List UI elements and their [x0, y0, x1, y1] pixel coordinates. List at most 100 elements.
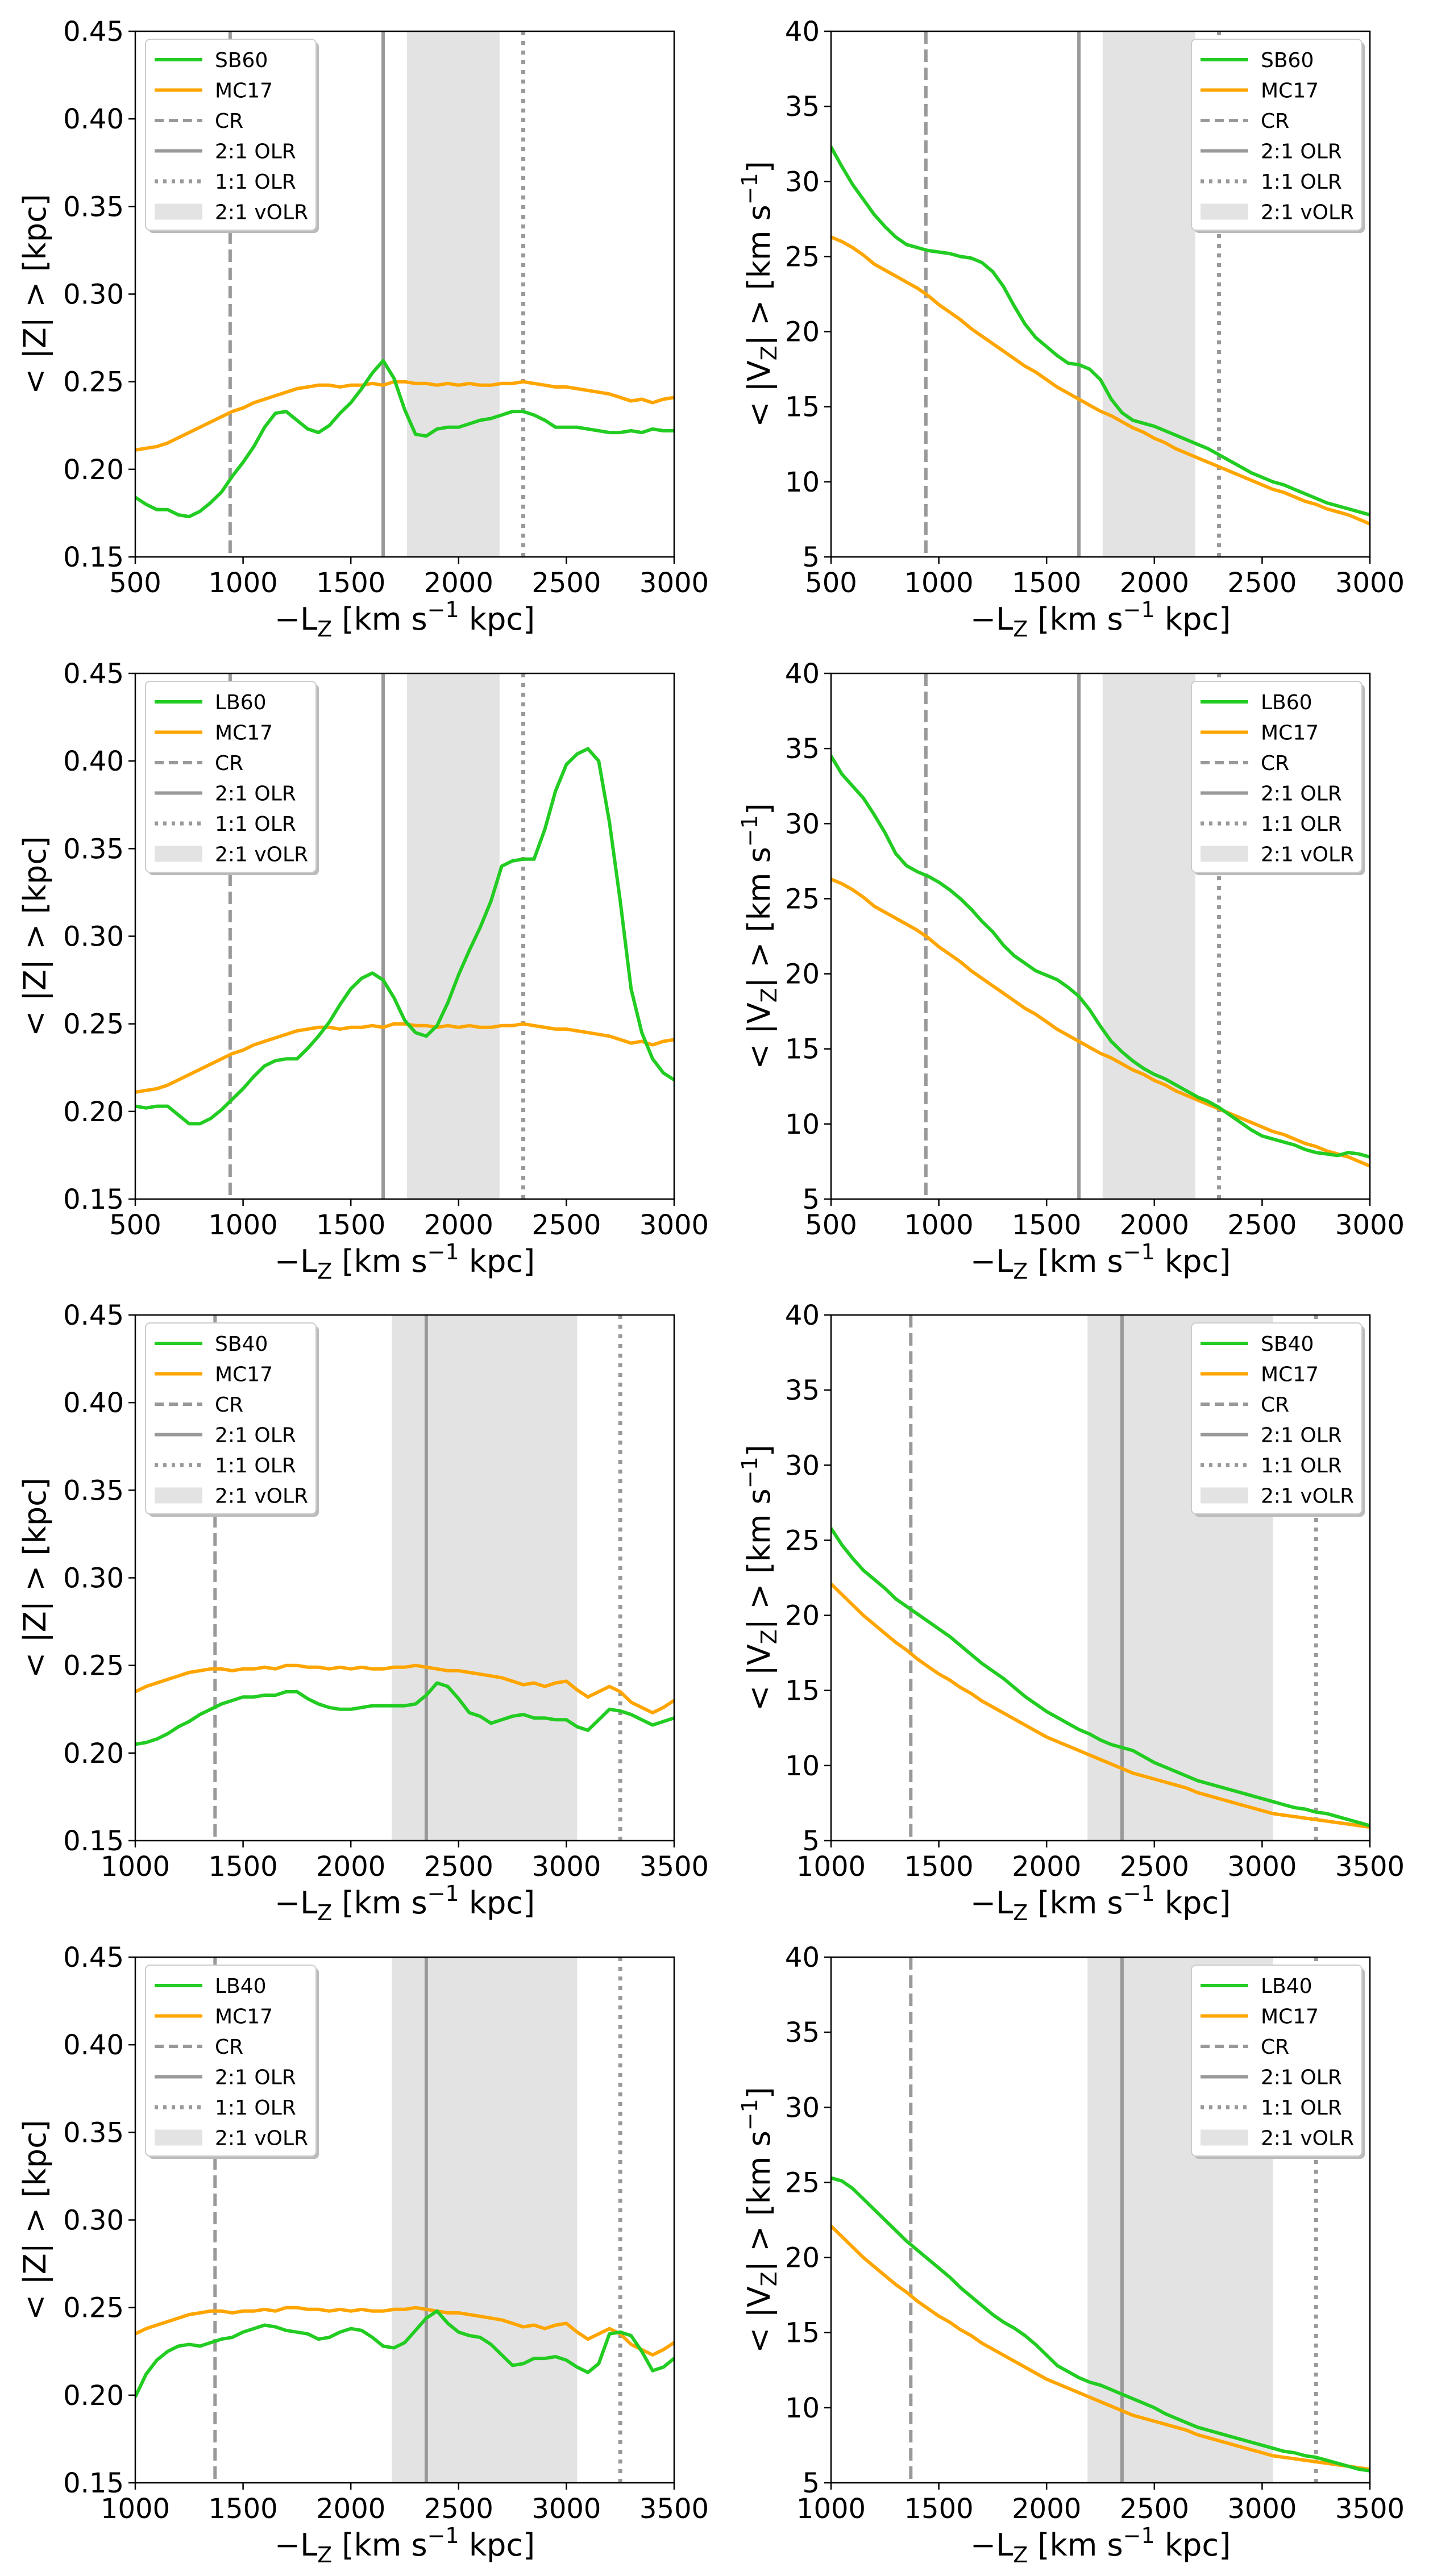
x-axis-label: −LZ [km s−1 kpc] [275, 2523, 535, 2567]
y-tick-label: 10 [785, 1750, 820, 1782]
series-line-sb60 [831, 146, 1370, 517]
volr-band [1102, 673, 1195, 1199]
x-tick-label: 2500 [424, 1851, 493, 1883]
volr-band [406, 673, 500, 1199]
x-tick-label: 1000 [904, 567, 974, 599]
y-tick-label: 20 [785, 959, 820, 991]
x-tick-label: 3500 [1335, 2493, 1405, 2525]
legend-entry-volr: 2:1 vOLR [1261, 201, 1354, 224]
legend-box [1191, 1322, 1363, 1514]
legend-swatch [1201, 846, 1248, 862]
x-tick-label: 1500 [316, 567, 385, 599]
legend-entry-model: SB40 [215, 1333, 268, 1356]
legend-entry-olr21: 2:1 OLR [1261, 1424, 1342, 1447]
axes-frame [830, 672, 1371, 1200]
legend-entry-mc17: MC17 [215, 80, 273, 103]
x-label-sup: −1 [1123, 597, 1155, 622]
y-tick-label: 15 [785, 1034, 820, 1066]
x-label-sub: Z [317, 2542, 332, 2567]
x-label-main: −L [275, 1885, 317, 1921]
legend-entry-model: SB60 [215, 49, 268, 72]
axes-frame [830, 30, 1371, 558]
y-tick-label: 0.25 [63, 1650, 124, 1682]
legend-entry-mc17: MC17 [1261, 80, 1319, 103]
x-label-main: −L [970, 1243, 1013, 1279]
y-tick-label: 0.25 [63, 1009, 124, 1041]
x-tick-label: 1500 [1012, 567, 1081, 599]
y-axis-label: < |Z| > [kpc] [17, 2120, 53, 2320]
x-tick-label: 3500 [639, 1851, 709, 1883]
y-tick-label: 35 [785, 2017, 820, 2049]
y-label-main: < |Z| > [kpc] [17, 836, 53, 1037]
x-label-sup: −1 [1123, 2523, 1155, 2548]
y-label-sub: Z [757, 1629, 782, 1644]
legend-entry-mc17: MC17 [215, 2005, 273, 2029]
legend-entry-model: SB60 [1261, 49, 1314, 72]
legend-box [1191, 681, 1363, 873]
y-label-sub: Z [757, 988, 782, 1002]
x-tick-label: 2500 [1120, 1851, 1189, 1883]
series-line-sb40 [135, 1681, 674, 1746]
x-tick-label: 3500 [639, 2493, 709, 2525]
x-tick-label: 3000 [1227, 2493, 1297, 2525]
legend: LB40 MC17 CR 2:1 OLR 1:1 OLR 2:1 vOLR [145, 1965, 319, 2159]
volr-band [392, 1315, 578, 1841]
x-label-sup: −1 [427, 597, 459, 622]
y-tick-label: 0.30 [63, 1563, 124, 1595]
y-tick-label: 0.15 [63, 1184, 124, 1216]
x-tick-label: 1000 [101, 1851, 170, 1883]
y-tick-label: 5 [802, 542, 820, 573]
x-label-tail: kpc] [459, 601, 535, 637]
x-label-sub: Z [1013, 617, 1028, 642]
x-axis-label: −LZ [km s−1 kpc] [275, 597, 535, 642]
legend-entry-model: LB40 [1261, 1975, 1312, 1998]
y-tick-label: 35 [785, 733, 820, 765]
legend-entry-cr: CR [1261, 2036, 1289, 2059]
x-tick-label: 1500 [316, 1209, 385, 1241]
x-tick-label: 1000 [796, 1851, 866, 1883]
x-tick-label: 2500 [1227, 567, 1297, 599]
x-label-sup: −1 [1123, 1881, 1155, 1906]
panel-row4-right: 1000 1500 2000 2500 3000 3500 5 10 15 20 25 30 35 40 −… [737, 1942, 1405, 2567]
panel-row3-right: 1000 1500 2000 2500 3000 3500 5 10 15 20 25 30 35 40 −… [737, 1300, 1405, 1925]
y-label-main: < |Z| > [kpc] [17, 1478, 53, 1678]
y-label-tail: ] [741, 803, 777, 815]
x-label-sup: −1 [427, 1239, 459, 1264]
y-tick-label: 20 [785, 317, 820, 348]
y-label-mid: | > [km s [741, 1488, 777, 1629]
y-label-sub: Z [757, 346, 782, 360]
x-tick-label: 3000 [531, 1851, 601, 1883]
legend-entry-cr: CR [1261, 1393, 1289, 1417]
legend-entry-volr: 2:1 vOLR [215, 201, 308, 224]
x-label-tail: kpc] [1155, 601, 1231, 637]
legend: SB60 MC17 CR 2:1 OLR 1:1 OLR 2:1 vOLR [145, 39, 319, 233]
x-label-tail: kpc] [1155, 2527, 1231, 2563]
x-label-tail: kpc] [459, 2527, 535, 2563]
panel-row3-left: 1000 1500 2000 2500 3000 3500 0.15 0.20 0.25 0.30… [17, 1300, 709, 1925]
legend: SB60 MC17 CR 2:1 OLR 1:1 OLR 2:1 vOLR [1191, 39, 1365, 233]
series-line-lb40 [135, 2309, 674, 2398]
y-tick-label: 0.15 [63, 542, 124, 573]
y-label-mid: | > [km s [741, 847, 777, 988]
y-tick-label: 0.35 [63, 2117, 124, 2149]
x-axis-label: −LZ [km s−1 kpc] [970, 2523, 1231, 2567]
volr-band [1102, 31, 1195, 557]
x-tick-label: 3000 [639, 1209, 709, 1241]
legend-entry-olr11: 1:1 OLR [1261, 813, 1342, 836]
y-axis-label: < |VZ| > [km s−1] [737, 2087, 782, 2353]
x-tick-label: 500 [805, 567, 857, 599]
x-axis-label: −LZ [km s−1 kpc] [275, 1239, 535, 1284]
y-label-main: < |V [741, 1644, 777, 1711]
x-label-unit: [km s [332, 2527, 427, 2563]
y-tick-label: 0.25 [63, 2292, 124, 2324]
legend-entry-model: SB40 [1261, 1333, 1314, 1356]
y-tick-label: 10 [785, 1109, 820, 1141]
y-tick-label: 25 [785, 2167, 820, 2199]
x-label-tail: kpc] [459, 1885, 535, 1921]
x-label-main: −L [970, 1885, 1013, 1921]
x-axis-label: −LZ [km s−1 kpc] [970, 1881, 1231, 1925]
x-tick-label: 1500 [209, 1851, 278, 1883]
y-tick-label: 0.30 [63, 2205, 124, 2237]
series-line-lb60 [831, 755, 1370, 1159]
y-label-sup: −1 [737, 173, 762, 205]
